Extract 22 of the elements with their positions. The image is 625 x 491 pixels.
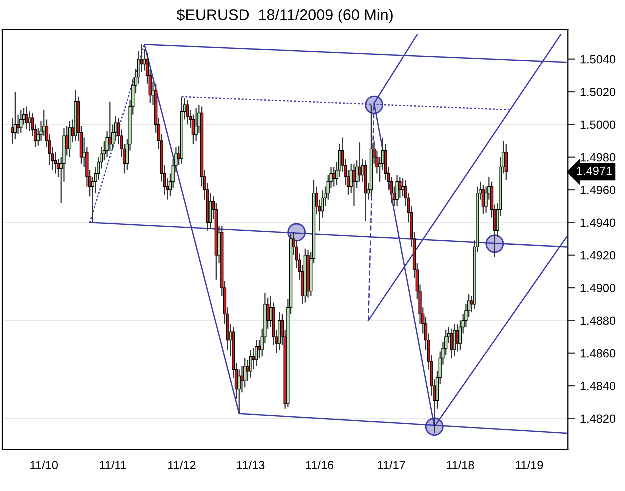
y-tick-label: 1.5040 — [580, 55, 616, 64]
x-tick-label: 11/11 — [100, 460, 126, 470]
x-tick-label: 11/16 — [306, 460, 334, 470]
y-tick-label: 1.4900 — [580, 284, 616, 292]
y-tick-label: 1.4860 — [580, 349, 616, 358]
y-tick-label: 1.4940 — [580, 218, 616, 228]
y-tick-label: 1.5000 — [580, 120, 616, 130]
x-tick-label: 11/12 — [168, 460, 196, 470]
x-tick-label: 11/18 — [447, 460, 474, 470]
y-tick-label: 1.4820 — [580, 414, 616, 424]
y-tick-label: 1.4840 — [580, 382, 616, 390]
y-tick-label: 1.4920 — [580, 251, 616, 260]
y-tick-label: 1.4980 — [580, 153, 616, 162]
text: 1.4971 — [577, 166, 612, 176]
chart-title: $EURUSD 18/11/2009 (60 Min) — [176, 8, 393, 24]
x-tick-label: 11/17 — [378, 460, 406, 470]
y-tick-label: 1.4960 — [580, 186, 616, 194]
x-tick-label: 11/13 — [237, 460, 265, 470]
x-tick-label: 11/19 — [516, 460, 544, 470]
x-tick-label: 11/10 — [30, 460, 58, 470]
y-tick-label: 1.5020 — [580, 88, 616, 96]
y-tick-label: 1.4880 — [580, 316, 616, 326]
